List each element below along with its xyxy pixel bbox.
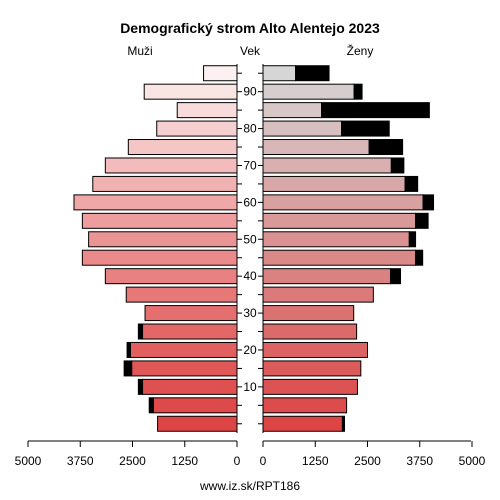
age-tick-label: 10 [243,380,257,394]
male-excess-bar [148,397,154,414]
left-series-label: Muži [127,44,152,58]
male-bar [125,286,238,303]
female-bar [262,212,417,229]
female-bar [262,397,348,414]
male-excess-bar [126,341,131,358]
male-bar [127,139,238,156]
male-bar [88,231,238,248]
female-bar [262,120,343,137]
female-bar [262,360,362,377]
female-bar [262,341,368,358]
male-bar [131,360,238,377]
x-tick-label: 3750 [406,454,433,468]
source-footer: www.iz.sk/RPT186 [199,479,300,493]
age-tick-label: 20 [243,343,257,357]
male-bar [152,397,238,414]
female-bar [262,83,355,100]
x-tick-label: 1250 [171,454,198,468]
female-bar [262,249,417,266]
x-tick-label: 5000 [15,454,42,468]
male-excess-bar [137,378,144,395]
age-tick-label: 30 [243,306,257,320]
male-bar [157,415,238,432]
male-bar [142,323,238,340]
female-excess-bar [321,102,430,119]
x-tick-label: 2500 [119,454,146,468]
female-excess-bar [353,83,363,100]
x-tick-label: 5000 [459,454,486,468]
age-axis-label: Vek [240,44,261,58]
female-bar [262,102,323,119]
x-tick-label: 0 [234,454,241,468]
female-bar [262,139,370,156]
axes: 90 80 70 60 50 40 30 20 10 5000 3750 2500 1250 0 0 1250… [15,64,486,468]
female-excess-bar [422,194,435,211]
female-excess-bar [341,415,346,432]
x-tick-label: 3750 [67,454,94,468]
age-tick-label: 40 [243,269,257,283]
female-excess-bar [389,268,402,285]
male-bar [92,175,238,192]
female-bar [262,175,406,192]
x-tick-label: 0 [260,454,267,468]
age-tick-label: 60 [243,195,257,209]
female-bar [262,157,392,174]
age-tick-label: 70 [243,158,257,172]
male-bar [176,102,238,119]
female-bar [262,65,297,82]
chart-title: Demografický strom Alto Alentejo 2023 [120,20,380,36]
female-bar [262,305,355,322]
female-bar [262,268,391,285]
female-bar [262,194,424,211]
female-bar [262,286,374,303]
male-bar [129,341,238,358]
female-excess-bar [415,249,424,266]
male-excess-bar [123,360,133,377]
female-excess-bar [368,139,404,156]
x-tick-label: 1250 [302,454,329,468]
female-bar [262,378,358,395]
female-excess-bar [295,65,330,82]
female-bar [262,415,343,432]
male-bar [104,268,238,285]
male-bar [203,65,238,82]
age-tick-label: 90 [243,85,257,99]
male-bar [142,378,238,395]
female-excess-bar [390,157,405,174]
female-excess-bar [341,120,390,137]
male-bar [81,249,238,266]
age-tick-label: 50 [243,232,257,246]
female-bar [262,323,358,340]
male-bars [73,65,238,432]
female-excess-bar [415,212,429,229]
male-bar [81,212,238,229]
male-excess-bar [137,323,144,340]
male-bar [144,305,238,322]
female-excess-bar [404,175,419,192]
male-bar [143,83,238,100]
female-bar [262,231,410,248]
x-tick-label: 2500 [354,454,381,468]
male-bar [156,120,238,137]
age-tick-label: 80 [243,122,257,136]
right-series-label: Ženy [347,43,374,58]
female-excess-bar [408,231,417,248]
male-bar [73,194,238,211]
male-bar [104,157,238,174]
female-bars [262,65,435,432]
